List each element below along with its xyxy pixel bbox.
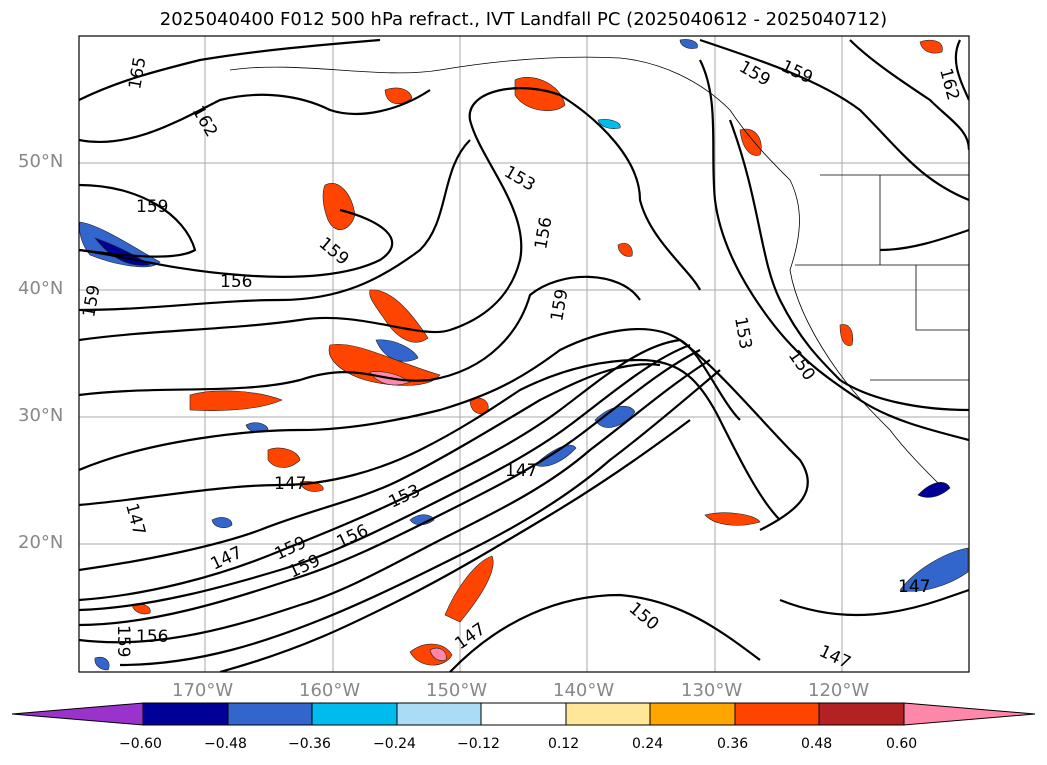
contour-label: 147: [274, 474, 306, 494]
colorbar-min-extend: [11, 702, 144, 726]
positive-patch: [328, 343, 441, 386]
negative-patch: [534, 444, 577, 467]
contour-label: 153: [730, 315, 755, 350]
lon-label: 160°W: [299, 680, 361, 701]
contour-label: 147: [505, 461, 537, 481]
colorbar-segment: [142, 702, 229, 726]
colorbar-tick: −0.36: [288, 736, 331, 752]
contour-label: 159: [778, 56, 816, 88]
plot-frame: [78, 35, 970, 673]
colorbar-segment: [734, 702, 820, 726]
coastline: [229, 56, 969, 486]
contour-label: 159: [736, 57, 774, 91]
colorbar-segment: [227, 702, 313, 726]
positive-patch: [429, 647, 447, 661]
negative-patch: [899, 547, 969, 592]
lon-label: 140°W: [553, 680, 615, 701]
colorbar-tick: 0.60: [886, 736, 918, 752]
negative-patch: [679, 39, 698, 49]
contour-label: 156: [136, 627, 168, 647]
lat-label: 30°N: [18, 405, 64, 426]
lat-label: 40°N: [18, 278, 64, 299]
contour-label: 147: [816, 641, 854, 673]
colorbar: [11, 702, 1036, 726]
negative-patch: [917, 482, 951, 498]
height-contours: [79, 38, 969, 672]
lon-label: 150°W: [426, 680, 488, 701]
positive-patch: [267, 447, 301, 468]
contour-label: 159: [315, 234, 353, 270]
colorbar-segment: [480, 702, 567, 726]
positive-patch: [322, 183, 356, 230]
contour-label: 156: [334, 521, 372, 553]
positive-patch: [839, 324, 853, 346]
lon-label: 120°W: [808, 680, 870, 701]
contour-label: 150: [625, 599, 663, 635]
positive-patch: [704, 512, 761, 526]
gridlines: [79, 36, 969, 672]
negative-patch: [94, 657, 110, 671]
positive-patch: [617, 242, 633, 257]
map-title: 2025040400 F012 500 hPa refract., IVT La…: [159, 9, 888, 30]
colorbar-segment: [818, 702, 905, 726]
positive-patch: [444, 555, 494, 623]
positive-patch: [189, 390, 283, 411]
negative-patch: [597, 119, 621, 129]
colorbar-tick: −0.12: [457, 736, 500, 752]
colorbar-segment: [649, 702, 736, 726]
negative-patch: [375, 339, 419, 362]
contour-label: 162: [188, 103, 222, 141]
contour-label: 156: [220, 272, 252, 292]
contour-label: 147: [451, 619, 489, 654]
colorbar-segment: [396, 702, 482, 726]
lon-label: 130°W: [681, 680, 743, 701]
colorbar-tick: 0.36: [717, 736, 749, 752]
colorbar-tick: 0.12: [548, 736, 580, 752]
contour-label: 153: [386, 481, 424, 513]
positive-patch: [919, 39, 943, 54]
contour-labels: 165 162 159 159 156 159 153 156 159 153 …: [79, 55, 963, 673]
colorbar-max-extend: [903, 702, 1036, 726]
contour-label: 165: [125, 55, 150, 90]
contour-label: 147: [898, 577, 930, 597]
contour-label: 147: [121, 501, 149, 538]
colorbar-tick: 0.24: [632, 736, 664, 752]
colorbar-tick: −0.48: [204, 736, 247, 752]
contour-label: 159: [547, 287, 572, 322]
positive-patch: [369, 289, 429, 343]
positive-patch: [384, 87, 413, 105]
lat-label: 20°N: [18, 532, 64, 553]
contour-label: 159: [113, 625, 133, 657]
lat-label: 50°N: [18, 151, 64, 172]
positive-patch: [514, 76, 566, 111]
colorbar-segment: [311, 702, 398, 726]
negative-patch: [94, 237, 151, 266]
colorbar-tick: −0.60: [119, 736, 162, 752]
contour-label: 153: [501, 162, 539, 196]
colorbar-segment: [565, 702, 651, 726]
negative-patch: [79, 221, 161, 268]
negative-patch: [211, 517, 233, 529]
contour-label: 159: [136, 197, 168, 217]
lon-label: 170°W: [172, 680, 234, 701]
positive-patch: [739, 128, 762, 156]
contour-label: 156: [531, 215, 556, 250]
colorbar-tick: 0.48: [801, 736, 833, 752]
negative-patch: [409, 514, 435, 526]
contour-label: 159: [79, 283, 104, 318]
negative-patch: [594, 405, 636, 428]
colorbar-tick: −0.24: [373, 736, 416, 752]
